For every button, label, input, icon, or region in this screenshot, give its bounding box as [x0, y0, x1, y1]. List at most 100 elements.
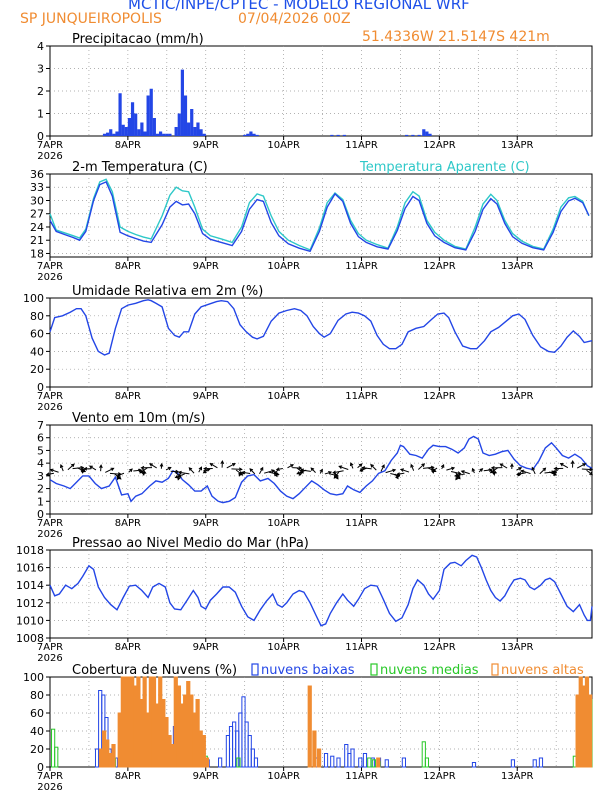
wind-xtick-label: 12APR — [423, 518, 456, 529]
clouds-xtick-year: 2026 — [37, 782, 62, 792]
precip-xtick-year: 2026 — [37, 151, 62, 162]
wind-arrow-head — [392, 468, 397, 473]
legend-swatch-orange — [491, 663, 499, 676]
temp-ytick-label: 24 — [30, 221, 44, 234]
wind-arrow-head — [332, 470, 337, 475]
rh-xtick-label: 7APR — [37, 391, 63, 402]
wind-arrow — [242, 471, 251, 474]
wind-arrow-head — [167, 466, 172, 471]
precip-bar — [174, 127, 178, 136]
clouds-xtick-label: 7APR — [37, 771, 63, 782]
wind-arrow-head — [141, 471, 146, 476]
precip-bar — [143, 131, 147, 136]
cloud-bar-blue — [532, 759, 537, 768]
cloud-bar-orange — [307, 685, 312, 768]
clouds-xtick-label: 13APR — [501, 771, 534, 782]
cloud-bar-green — [54, 746, 59, 768]
wind-arrow-head — [589, 471, 594, 476]
clouds-ytick-label: 0 — [37, 761, 44, 774]
wind-arrow — [46, 472, 54, 476]
precip-bar — [411, 134, 415, 136]
temp-ytick-label: 21 — [30, 234, 44, 247]
precip-bar — [202, 133, 206, 136]
precip-ytick-label: 4 — [37, 40, 44, 53]
precip-xtick-label: 7APR — [37, 140, 63, 151]
precip-xtick-label: 13APR — [501, 140, 534, 151]
cloud-bar-blue — [471, 762, 477, 768]
wind-ytick-label: 5 — [37, 444, 44, 457]
wind-arrow — [89, 465, 97, 471]
location-label: SP JUNQUEIROPOLIS — [20, 11, 162, 27]
wind-arrow-head — [335, 475, 339, 480]
cloud-bar-blue — [336, 757, 341, 768]
wind-arrow — [380, 464, 385, 472]
clouds-xtick-label: 10APR — [267, 771, 300, 782]
mslp-ytick-label: 1016 — [16, 562, 44, 575]
rh-ytick-label: 60 — [30, 328, 44, 341]
mslp-ytick-label: 1008 — [16, 632, 44, 645]
cloud-bar-orange — [204, 757, 210, 768]
wind-xtick-label: 7APR — [37, 518, 63, 529]
cloud-bar-orange — [201, 735, 206, 768]
wind-arrow — [231, 468, 242, 470]
wind-arrow-head — [359, 468, 364, 472]
wind-arrow-head — [570, 460, 575, 465]
wind-arrow-head — [310, 467, 315, 472]
cloud-bar-orange — [587, 694, 593, 768]
mslp-xtick-label: 9APR — [193, 642, 219, 653]
temp-xtick-label: 12APR — [423, 261, 456, 272]
wind-arrow — [461, 470, 470, 475]
legend-label-blue: nuvens baixas — [261, 663, 355, 678]
mslp-ytick-label: 1018 — [16, 544, 44, 557]
precip-bar — [190, 109, 194, 136]
cloud-bar-green — [421, 741, 426, 768]
wind-arrow-head — [589, 467, 594, 472]
precip-bar — [146, 95, 150, 136]
wind-arrow-head — [396, 474, 400, 479]
precip-ytick-label: 1 — [37, 108, 44, 121]
wind-arrow-head — [456, 475, 461, 480]
mslp-xtick-label: 7APR — [37, 642, 63, 653]
wind-arrow-head — [300, 468, 305, 473]
precip-bar — [342, 134, 346, 136]
legend-label-orange: nuvens altas — [501, 663, 584, 678]
precip-bar — [336, 134, 340, 136]
rh-ytick-label: 80 — [30, 310, 44, 323]
wind-arrow-head — [110, 467, 115, 471]
precip-xtick-label: 8APR — [115, 140, 141, 151]
precip-bar — [152, 118, 156, 136]
precip-bar — [199, 129, 203, 136]
wind-xtick-label: 9APR — [193, 518, 219, 529]
wind-arrow — [210, 463, 218, 469]
wind-arrow — [418, 463, 425, 470]
wind-arrow — [362, 467, 372, 470]
precip-bar — [118, 93, 122, 136]
rh-xtick-label: 9APR — [193, 391, 219, 402]
legend-swatch-blue — [251, 663, 259, 676]
wind-ytick-label: 2 — [37, 483, 44, 496]
wind-ytick-label: 4 — [37, 457, 44, 470]
precip-bar — [252, 133, 256, 136]
wind-arrow — [455, 473, 466, 477]
precip-ytick-label: 0 — [37, 130, 44, 143]
precip-bar — [255, 134, 259, 136]
wind-arrow-head — [410, 463, 414, 468]
temp-ytick-label: 36 — [30, 168, 44, 181]
wind-arrow-head — [400, 468, 405, 472]
precip-xtick-label: 12APR — [423, 140, 456, 151]
mslp-frame — [49, 549, 593, 639]
precip-bar — [246, 133, 250, 136]
wind-xtick-label: 13APR — [501, 518, 534, 529]
wind-arrow-head — [81, 468, 86, 472]
wind-arrow-head — [457, 471, 462, 475]
rh-xtick-label: 13APR — [501, 391, 534, 402]
precip-bar — [422, 129, 426, 136]
wind-arrow — [531, 467, 536, 475]
temp-apparent-legend: Temperatura Aparente (C) — [359, 160, 530, 175]
wind-arrow-head — [148, 463, 153, 467]
precip-bar — [134, 113, 138, 136]
clouds-xtick-label: 9APR — [193, 771, 219, 782]
temp-xtick-label: 11APR — [345, 261, 378, 272]
wind-arrow-head — [274, 473, 278, 478]
wind-arrow — [499, 463, 508, 469]
